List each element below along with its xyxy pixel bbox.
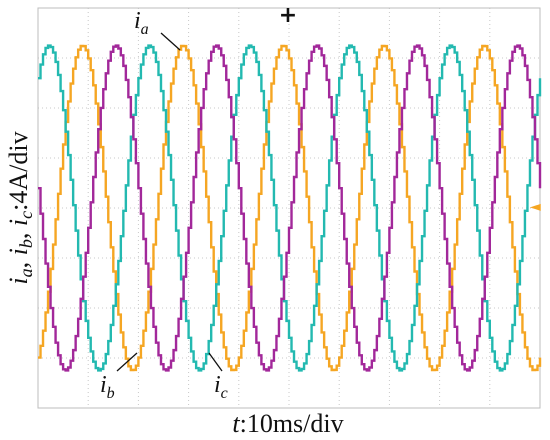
plot-frame (37, 7, 541, 409)
leader-line-ib (116, 352, 138, 372)
series-line-ia (38, 44, 542, 372)
x-axis-label: t:10ms/div (232, 409, 343, 438)
series-line-ib (38, 44, 542, 372)
trigger-position-marker: + (279, 3, 297, 28)
trigger-level-marker: ◄ (530, 199, 541, 215)
leader-line-ia (160, 32, 181, 51)
label-ic: ic (214, 372, 228, 402)
label-ib: ib (100, 372, 115, 402)
series-group (38, 44, 542, 372)
leader-line-ic (208, 352, 223, 372)
series-line-ic (38, 44, 542, 372)
label-ia: ia (134, 8, 149, 38)
y-axis-label: ia, ib, ic:4A/div (4, 131, 36, 284)
grid (38, 8, 540, 408)
